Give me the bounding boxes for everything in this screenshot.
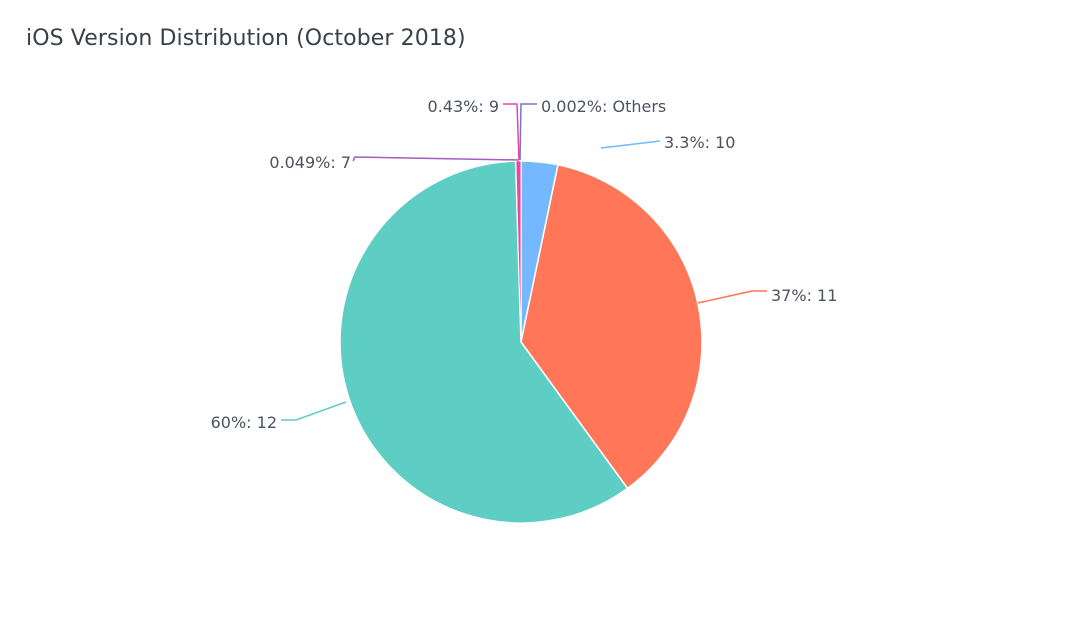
data-label-12: 60%: 12 bbox=[211, 413, 277, 432]
data-labels: 3.3%: 10 37%: 11 60%: 12 0.049%: 7 0.43%: 9 0… bbox=[211, 97, 838, 432]
leader-line-10 bbox=[600, 140, 661, 149]
leader-line-9 bbox=[503, 103, 520, 161]
leader-lines bbox=[281, 103, 767, 421]
data-label-10: 3.3%: 10 bbox=[664, 133, 735, 152]
pie-slices bbox=[339, 160, 703, 524]
data-label-9: 0.43%: 9 bbox=[428, 97, 499, 116]
pie-slice-11[interactable] bbox=[520, 163, 703, 490]
pie-slice-12[interactable] bbox=[339, 160, 629, 524]
leader-line-11 bbox=[697, 290, 767, 304]
data-label-11: 37%: 11 bbox=[771, 286, 837, 305]
leader-line-12 bbox=[281, 401, 347, 421]
data-label-others: 0.002%: Others bbox=[541, 97, 666, 116]
leader-line-7 bbox=[352, 156, 520, 162]
leader-line-others bbox=[519, 103, 537, 161]
data-label-7: 0.049%: 7 bbox=[269, 153, 351, 172]
chart-title: iOS Version Distribution (October 2018) bbox=[26, 26, 466, 51]
